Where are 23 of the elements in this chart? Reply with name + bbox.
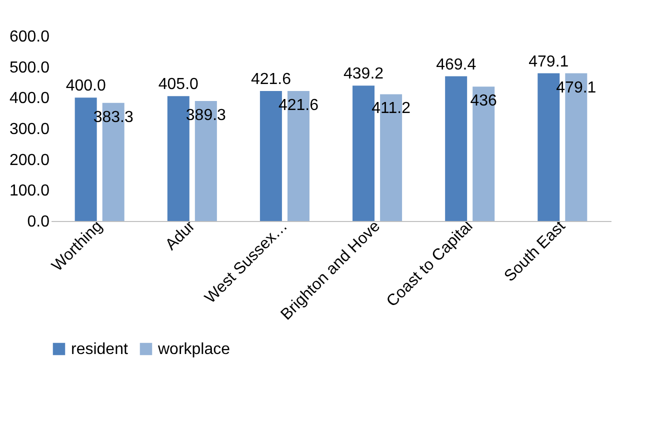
data-label: 389.3	[186, 106, 226, 124]
data-label: 405.0	[158, 76, 199, 94]
data-label: 436	[470, 92, 498, 110]
data-label: 479.1	[556, 79, 596, 96]
data-label: 469.4	[436, 56, 476, 74]
y-tick-label: 100.0	[9, 182, 50, 200]
bar	[445, 76, 468, 221]
y-tick-label: 600.0	[9, 28, 50, 46]
y-tick-label: 400.0	[9, 90, 50, 108]
data-label: 421.6	[250, 71, 292, 88]
data-label: 400.0	[66, 78, 106, 95]
data-label: 421.6	[278, 97, 319, 114]
data-label: 479.1	[528, 53, 569, 70]
y-tick-label: 300.0	[9, 121, 50, 138]
legend-label: workplace	[157, 341, 230, 358]
data-label: 411.2	[372, 100, 411, 118]
y-tick-label: 500.0	[9, 59, 50, 76]
bar	[472, 86, 495, 221]
data-label: 383.3	[93, 108, 134, 126]
legend-label: resident	[71, 341, 128, 358]
y-tick-label: 200.0	[9, 152, 50, 169]
data-label: 439.2	[344, 66, 384, 83]
y-tick-label: 0.0	[27, 214, 50, 230]
